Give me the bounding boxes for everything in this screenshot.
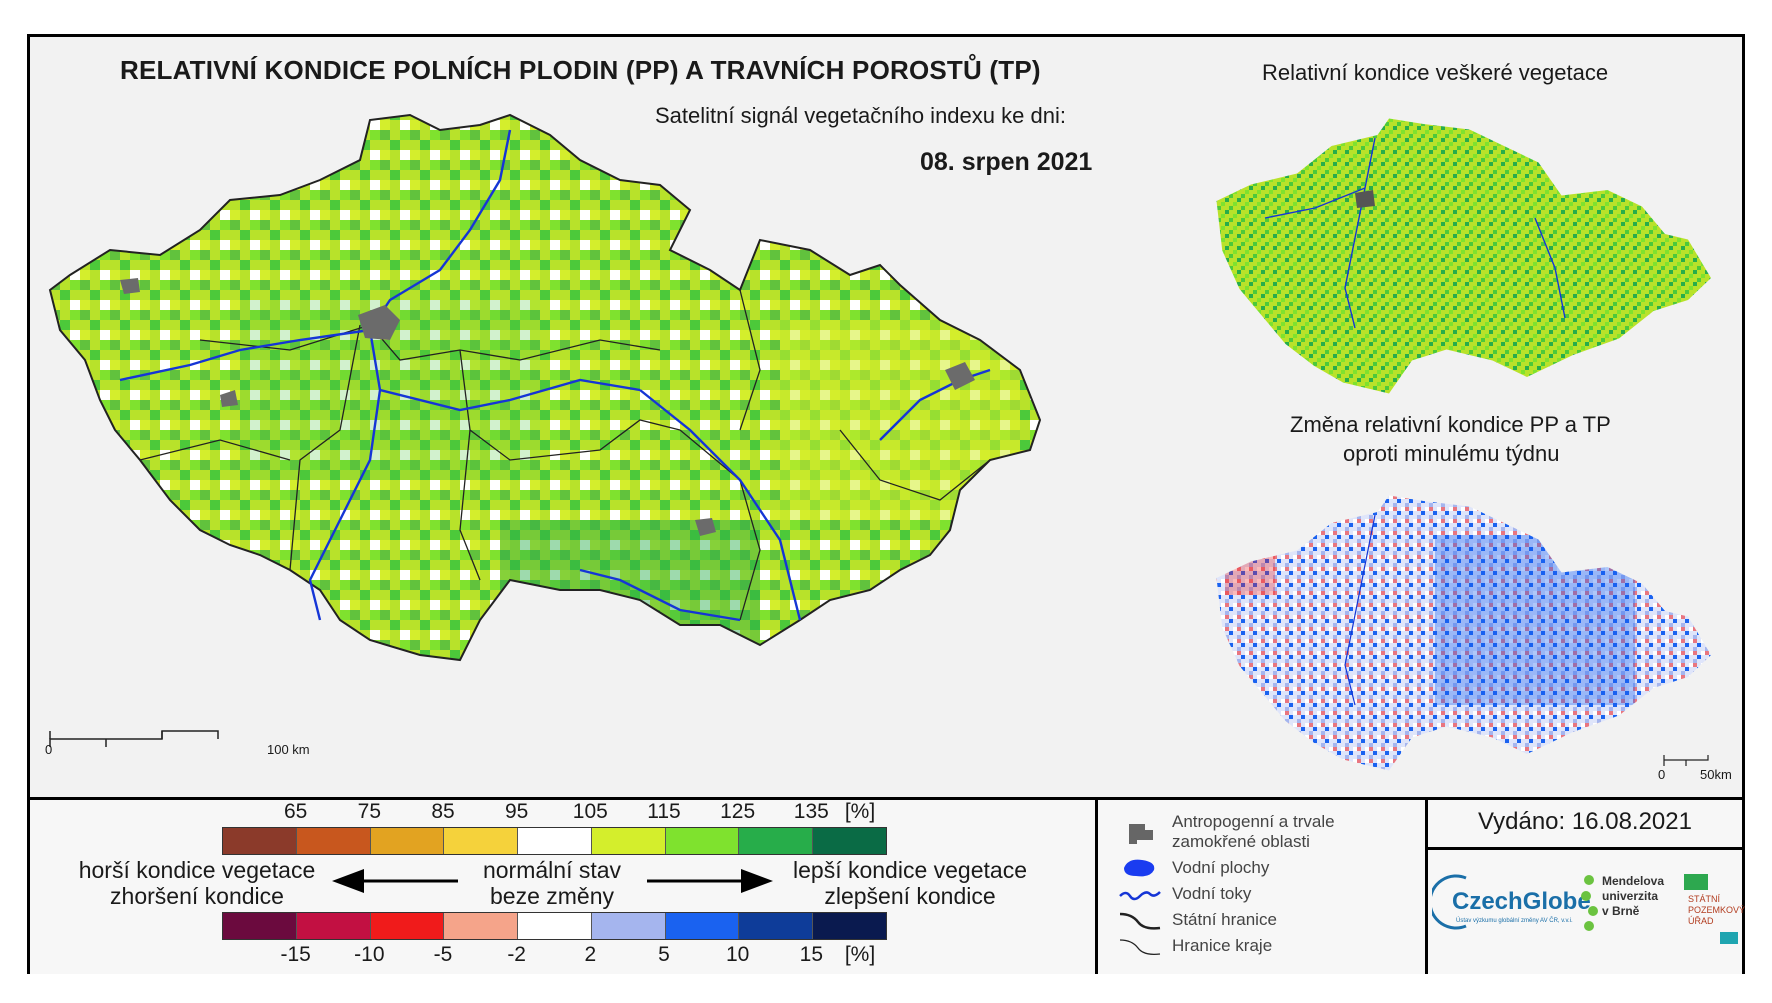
change-swatch [223,913,297,939]
map-subtitle: Satelitní signál vegetačního indexu ke d… [655,103,1066,128]
key-water-areas: Vodní plochy [1118,856,1269,880]
key-anthropogenic-line2: zamokřené oblasti [1172,832,1310,851]
condition-swatch [296,828,371,854]
condition-swatch [444,828,519,854]
better-label-2: zlepšení kondice [824,883,996,909]
main-scale-bar [49,730,219,747]
small-scale-zero: 0 [1658,767,1666,782]
mendel-line-1: Mendelova [1602,874,1665,888]
condition-unit: [%] [844,800,876,823]
key-state-border-label: Státní hranice [1172,910,1277,929]
condition-tick-label: 125 [720,800,756,823]
czechglobe-subtitle: Ústav výzkumu globální změny AV ČR, v.v.… [1456,918,1573,924]
change-tick-label: -15 [280,943,311,966]
key-region-border-label: Hranice kraje [1172,936,1273,955]
change-tick-label: 15 [799,943,824,966]
change-tick-label: -2 [507,943,526,966]
change-swatch [591,913,666,939]
legend-divider-1 [1095,797,1098,974]
issued-date: Vydáno: 16.08.2021 [1478,808,1692,835]
mendel-line-3: v Brně [1602,904,1640,918]
condition-colorbar [222,827,887,855]
normal-label-2: beze změny [489,883,614,909]
anthropogenic-area-icon [1118,820,1162,844]
condition-swatch [370,828,445,854]
change-swatch [296,913,371,939]
change-colorbar [222,912,887,940]
key-state-border: Státní hranice [1118,908,1277,932]
condition-swatch [665,828,740,854]
legend-divider-3 [1425,847,1745,850]
right-arrow-icon [647,869,773,893]
left-arrow-icon [332,869,458,893]
map-date: 08. srpen 2021 [920,148,1093,176]
condition-tick-label: 65 [283,800,308,823]
change-swatch [370,913,445,939]
condition-swatch [739,828,814,854]
small-scale-bar [1663,755,1709,766]
legend-divider-2 [1425,797,1428,974]
czechglobe-logo-icon [1432,874,1467,930]
water-area-icon [1118,856,1162,880]
change-map-title-line2: oproti minulému týdnu [1343,441,1560,466]
spu-logo-icon [1684,874,1738,944]
condition-tick-label: 95 [504,800,529,823]
change-map-title-line1: Změna relativní kondice PP a TP [1290,412,1611,437]
main-scale-end: 100 km [267,742,310,757]
change-unit: [%] [844,943,876,966]
change-swatch [665,913,740,939]
vegetation-map [1216,118,1711,394]
river-icon [1118,882,1162,906]
small-scale-end: 50km [1700,767,1732,782]
condition-swatch [813,828,887,854]
change-tick-label: -5 [433,943,453,966]
mendel-logo-text: Mendelova univerzita v Brně [1602,874,1664,919]
condition-swatch [518,828,592,854]
map-title: RELATIVNÍ KONDICE POLNÍCH PLODIN (PP) A … [120,55,1041,85]
spu-line-1: STÁTNÍ [1688,894,1721,904]
spu-line-2: POZEMKOVÝ [1688,905,1746,915]
key-water-areas-label: Vodní plochy [1172,858,1270,877]
change-tick-label: 5 [658,943,670,966]
normal-label-1: normální stav [482,857,622,883]
key-anthropogenic-line1: Antropogenní a trvale [1172,812,1335,831]
spu-logo-text: STÁTNÍ POZEMKOVÝ ÚŘAD [1688,894,1745,927]
main-scale-zero: 0 [45,742,53,757]
condition-swatch [591,828,666,854]
change-swatch [444,913,519,939]
condition-tick-label: 85 [431,800,455,823]
condition-tick-label: 135 [793,800,829,823]
mendel-logo-icon [1581,875,1598,931]
czechglobe-logo: CzechGlobe [1452,888,1591,915]
top-right-map-title: Relativní kondice veškeré vegetace [1262,60,1609,85]
change-tick-label: 2 [584,943,597,966]
condition-tick-label: 105 [572,800,608,823]
mendel-line-2: univerzita [1602,889,1659,903]
condition-tick-label: 115 [647,800,681,823]
change-tick-label: -10 [354,943,385,966]
legend-panel [30,797,1742,974]
state-border-icon [1118,908,1162,932]
key-rivers-label: Vodní toky [1172,884,1252,903]
condition-tick-label: 75 [357,800,382,823]
change-swatch [813,913,887,939]
key-region-border: Hranice kraje [1118,934,1272,958]
condition-swatch [223,828,297,854]
main-map [49,114,1041,661]
change-swatch [518,913,592,939]
key-rivers: Vodní toky [1118,882,1251,906]
spu-line-3: ÚŘAD [1688,916,1714,926]
change-swatch [739,913,814,939]
worse-label-2: zhoršení kondice [110,883,284,909]
worse-label-1: horší kondice vegetace [78,857,316,883]
region-border-icon [1118,934,1162,958]
change-map [1216,495,1711,771]
key-anthropogenic: Antropogenní a trvale zamokřené oblasti [1118,812,1335,852]
change-tick-label: 10 [725,943,750,966]
better-label-1: lepší kondice vegetace [793,857,1027,883]
